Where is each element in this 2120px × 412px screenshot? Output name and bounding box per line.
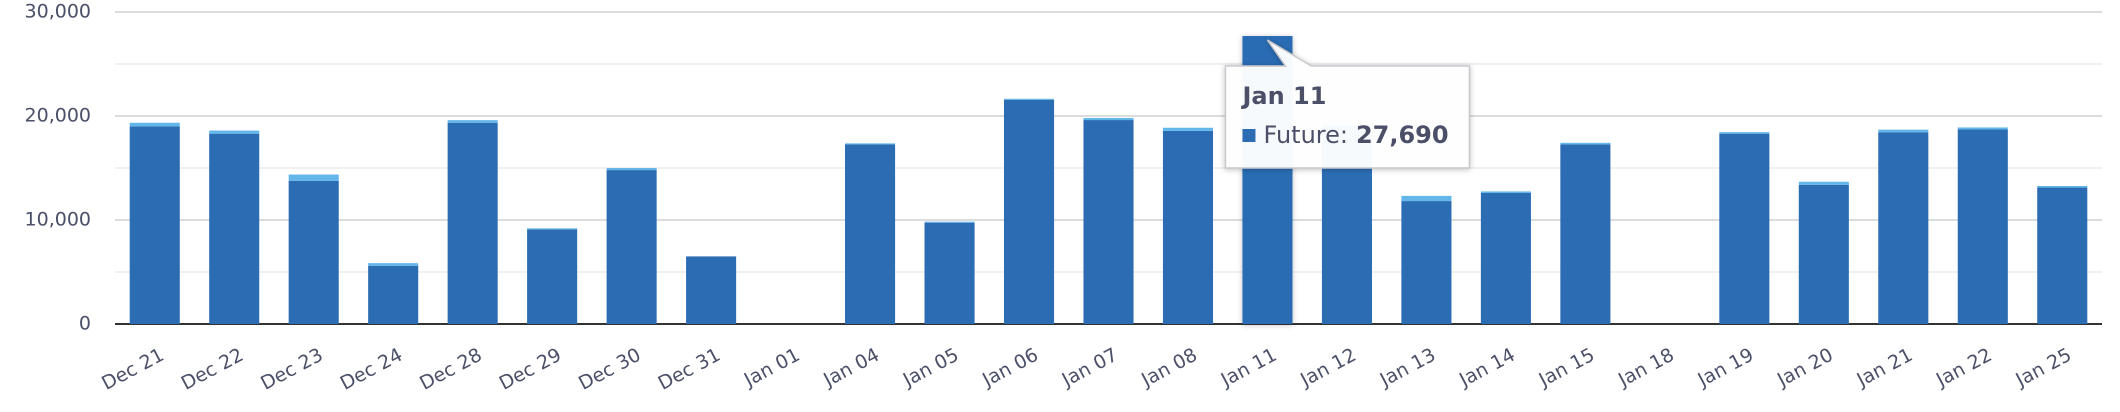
x-tick-label: Jan 20 (1773, 344, 1837, 392)
tooltip-label: Future: (1263, 121, 1348, 149)
bar-segment[interactable] (1083, 120, 1134, 324)
bar-segment[interactable] (924, 222, 975, 324)
bar-segment[interactable] (1957, 129, 2008, 324)
x-tick-label: Jan 12 (1296, 344, 1360, 392)
tooltip: Jan 11 Future: 27,690 (1224, 39, 1471, 169)
bar-segment[interactable] (1957, 127, 2008, 130)
x-tick-label: Jan 11 (1217, 344, 1281, 392)
x-tick-label: Jan 04 (819, 344, 883, 392)
y-tick-label: 10,000 (25, 209, 91, 231)
x-tick-label: Jan 08 (1137, 344, 1201, 392)
x-tick-label: Jan 19 (1694, 344, 1758, 392)
x-tick-label: Jan 21 (1852, 344, 1916, 392)
tooltip-swatch (1242, 129, 1256, 142)
bar-segment[interactable] (1719, 133, 1770, 324)
y-tick-label: 30,000 (25, 1, 91, 23)
x-tick-label: Dec 22 (178, 344, 247, 395)
bar-segment[interactable] (288, 180, 339, 324)
x-tick-label: Dec 29 (496, 344, 565, 395)
bar-segment[interactable] (447, 122, 498, 324)
x-tick-label: Dec 30 (575, 344, 644, 395)
bar-segment[interactable] (686, 256, 737, 324)
bar-segment[interactable] (209, 133, 260, 324)
bar-segment[interactable] (924, 221, 975, 223)
bar-segment[interactable] (1560, 144, 1611, 324)
x-tick-label: Jan 05 (899, 344, 963, 392)
bar-segment[interactable] (1878, 132, 1929, 324)
bar-segment[interactable] (606, 170, 657, 324)
bar-segment[interactable] (1401, 201, 1452, 324)
tooltip-box (1224, 39, 1471, 169)
x-tick-label: Jan 18 (1614, 344, 1678, 392)
bar-segment[interactable] (527, 229, 578, 324)
bar-segment[interactable] (1719, 132, 1770, 134)
bar-segment[interactable] (1560, 142, 1611, 145)
x-tick-label: Jan 06 (978, 344, 1042, 392)
x-tick-label: Dec 31 (655, 344, 724, 395)
bar-segment[interactable] (2037, 187, 2088, 324)
bar-segment[interactable] (2037, 185, 2088, 188)
bar-segment[interactable] (1798, 184, 1849, 324)
bar-segment[interactable] (1162, 127, 1214, 131)
bar-segment[interactable] (1083, 117, 1134, 121)
bar-segment[interactable] (447, 120, 498, 123)
bar-segment[interactable] (129, 122, 180, 127)
bar-segment[interactable] (1480, 191, 1531, 193)
x-tick-label: Jan 13 (1376, 344, 1440, 392)
bar-segment[interactable] (1480, 192, 1531, 324)
bar-segment[interactable] (1798, 181, 1849, 185)
bar-segment[interactable] (1162, 130, 1214, 324)
x-tick-label: Jan 15 (1535, 344, 1599, 392)
x-tick-label: Dec 23 (257, 344, 326, 395)
bar-segment[interactable] (129, 126, 180, 325)
x-tick-label: Dec 21 (98, 344, 167, 395)
tooltip-title: Jan 11 (1240, 82, 1326, 110)
bar-segment[interactable] (288, 174, 339, 181)
bar-segment[interactable] (845, 144, 896, 324)
tooltip-row: Future: 27,690 (1263, 121, 1448, 149)
x-tick-label: Jan 07 (1058, 344, 1122, 392)
bar-segment[interactable] (1003, 98, 1055, 100)
x-tick-label: Jan 14 (1455, 344, 1519, 392)
bar-segment[interactable] (1003, 99, 1055, 324)
x-tick-label: Dec 28 (416, 344, 485, 395)
bar-segment[interactable] (1878, 129, 1929, 133)
bar-segment[interactable] (606, 168, 657, 171)
x-tick-label: Jan 25 (2011, 344, 2075, 392)
bar-segment[interactable] (527, 228, 578, 230)
x-tick-label: Dec 24 (337, 344, 406, 395)
bar-segment[interactable] (209, 130, 260, 134)
x-tick-label: Jan 01 (740, 344, 804, 392)
bar-segment[interactable] (1401, 195, 1452, 202)
y-tick-label: 0 (79, 313, 91, 335)
tooltip-value: 27,690 (1356, 121, 1449, 149)
x-tick-label: Jan 22 (1932, 344, 1996, 392)
bar-segment[interactable] (845, 143, 896, 145)
y-tick-label: 20,000 (25, 105, 91, 127)
bar-segment[interactable] (368, 263, 419, 266)
bar-segment[interactable] (368, 265, 419, 324)
